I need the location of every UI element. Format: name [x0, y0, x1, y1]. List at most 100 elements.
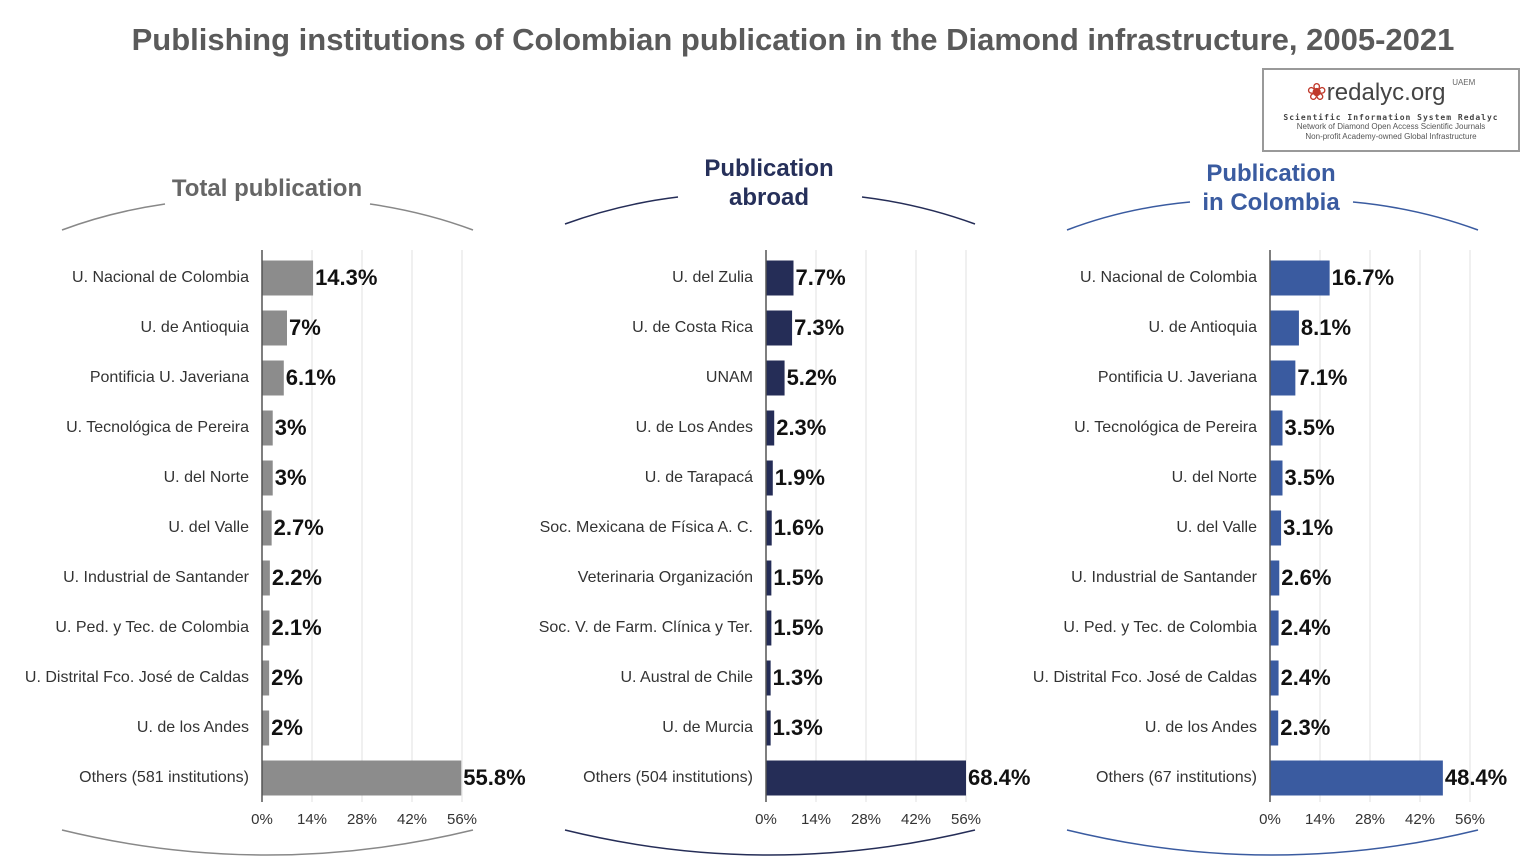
value-label: 1.6% — [774, 515, 824, 540]
x-tick-label: 28% — [1355, 811, 1385, 828]
value-label: 7% — [289, 315, 321, 340]
value-label: 2.4% — [1281, 665, 1331, 690]
logo-badge: UAEM — [1452, 78, 1476, 87]
bar — [262, 410, 273, 446]
bar — [766, 410, 775, 446]
category-label: U. de Costa Rica — [632, 319, 753, 336]
bar — [262, 460, 273, 496]
value-label: 2% — [271, 715, 303, 740]
category-label: U. Industrial de Santander — [63, 569, 250, 586]
chart-title: Publication abroad — [704, 155, 834, 211]
value-label: 3.1% — [1283, 515, 1333, 540]
bar — [1270, 660, 1279, 696]
bar — [1270, 410, 1283, 446]
value-label: 2.2% — [272, 565, 322, 590]
value-label: 1.5% — [773, 565, 823, 590]
category-label: Veterinaria Organización — [578, 569, 753, 586]
bar — [1270, 260, 1330, 296]
value-label: 2.4% — [1281, 615, 1331, 640]
x-tick-label: 42% — [397, 811, 427, 828]
value-label: 3.5% — [1285, 465, 1335, 490]
decor — [61, 196, 1479, 856]
category-label: U. Ped. y Tec. de Colombia — [1063, 619, 1257, 636]
chart-title: Publication in Colombia — [1202, 160, 1340, 216]
bar — [262, 260, 314, 296]
value-label: 3.5% — [1285, 415, 1335, 440]
bar — [262, 760, 462, 796]
value-label: 48.4% — [1445, 765, 1507, 790]
category-label: U. de Antioquia — [140, 319, 249, 336]
bar — [1270, 760, 1443, 796]
category-label: U. Ped. y Tec. de Colombia — [55, 619, 249, 636]
value-label: 6.1% — [286, 365, 336, 390]
bar — [262, 310, 287, 346]
category-label: Soc. Mexicana de Física A. C. — [540, 519, 753, 536]
value-label: 8.1% — [1301, 315, 1351, 340]
logo: ❀redalyc.org UAEM Scientific Information… — [1262, 68, 1520, 152]
x-tick-label: 42% — [901, 811, 931, 828]
category-label: Others (581 institutions) — [79, 769, 249, 786]
bar — [766, 760, 966, 796]
category-label: U. Tecnológica de Pereira — [1074, 419, 1257, 436]
category-label: U. del Norte — [1172, 469, 1257, 486]
bar — [262, 510, 272, 546]
x-tick-label: 56% — [951, 811, 981, 828]
bar — [262, 360, 284, 396]
x-tick-label: 14% — [297, 811, 327, 828]
category-label: U. Tecnológica de Pereira — [66, 419, 249, 436]
category-label: U. Nacional de Colombia — [1080, 269, 1257, 286]
category-label: U. de Los Andes — [636, 419, 753, 436]
category-label: U. Nacional de Colombia — [72, 269, 249, 286]
category-label: U. Industrial de Santander — [1071, 569, 1258, 586]
value-label: 16.7% — [1332, 265, 1394, 290]
category-label: Pontificia U. Javeriana — [1098, 369, 1257, 386]
bar — [766, 560, 772, 596]
bar — [1270, 310, 1299, 346]
category-label: Others (67 institutions) — [1096, 769, 1257, 786]
bar — [262, 610, 270, 646]
bar — [766, 260, 794, 296]
value-label: 7.3% — [794, 315, 844, 340]
value-label: 14.3% — [315, 265, 377, 290]
value-label: 2.3% — [776, 415, 826, 440]
category-label: U. Austral de Chile — [620, 669, 753, 686]
x-tick-label: 0% — [251, 811, 273, 828]
bar — [1270, 560, 1280, 596]
bar — [1270, 510, 1282, 546]
main-title: Publishing institutions of Colombian pub… — [131, 22, 1455, 57]
category-label: U. de Antioquia — [1148, 319, 1257, 336]
category-label: Pontificia U. Javeriana — [90, 369, 249, 386]
chart-title: Total publication — [171, 175, 363, 202]
category-label: U. de Tarapacá — [645, 469, 753, 486]
category-label: U. del Valle — [168, 519, 249, 536]
value-label: 1.5% — [773, 615, 823, 640]
value-label: 55.8% — [463, 765, 525, 790]
value-label: 7.7% — [796, 265, 846, 290]
category-label: Others (504 institutions) — [583, 769, 753, 786]
logo-line: Network of Diamond Open Access Scientifi… — [1296, 122, 1486, 131]
bar — [1270, 460, 1283, 496]
value-label: 1.3% — [773, 665, 823, 690]
value-label: 7.1% — [1297, 365, 1347, 390]
category-label: U. del Valle — [1176, 519, 1257, 536]
bar — [766, 360, 785, 396]
value-label: 2.7% — [274, 515, 324, 540]
category-label: U. del Zulia — [672, 269, 753, 286]
category-label: U. Distrital Fco. José de Caldas — [1033, 669, 1257, 686]
category-label: U. de Murcia — [662, 719, 753, 736]
x-tick-label: 42% — [1405, 811, 1435, 828]
value-label: 2.1% — [272, 615, 322, 640]
logo-line: Scientific Information System Redalyc — [1283, 113, 1499, 122]
bar — [766, 510, 772, 546]
category-label: Soc. V. de Farm. Clínica y Ter. — [539, 619, 753, 636]
bar — [766, 460, 773, 496]
value-label: 2% — [271, 665, 303, 690]
bar — [1270, 610, 1279, 646]
value-label: 68.4% — [968, 765, 1030, 790]
x-tick-label: 0% — [755, 811, 777, 828]
bar — [262, 710, 270, 746]
x-tick-label: 0% — [1259, 811, 1281, 828]
value-label: 1.9% — [775, 465, 825, 490]
category-label: U. de los Andes — [1145, 719, 1257, 736]
